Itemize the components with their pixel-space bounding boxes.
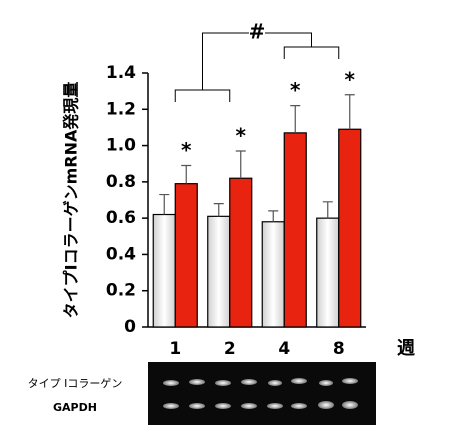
error-bar — [213, 203, 224, 217]
y-tick-label: 1.4 — [106, 63, 136, 83]
bar — [338, 128, 362, 328]
error-bar — [290, 105, 301, 133]
error-bar — [344, 94, 355, 130]
error-bar — [322, 201, 333, 219]
y-tick-label: 0.8 — [106, 172, 136, 192]
significance-mark: * — [181, 138, 192, 162]
y-axis-label: タイプIコラーゲンmRNA発現量 — [62, 82, 81, 319]
gel-label: GAPDH — [53, 401, 97, 414]
bar — [261, 221, 285, 328]
error-bar — [268, 210, 279, 222]
y-tick-label: 1.0 — [106, 136, 136, 156]
bar — [283, 132, 307, 328]
bracket-label: # — [249, 20, 266, 44]
y-tick-label: 1.2 — [106, 99, 136, 119]
x-axis-label: 週 — [397, 338, 415, 359]
error-bar — [181, 164, 192, 184]
significance-mark: * — [345, 67, 356, 91]
bar — [152, 213, 176, 328]
error-bar — [235, 150, 246, 179]
error-bar — [159, 193, 170, 215]
bar — [229, 177, 253, 328]
significance-mark: * — [236, 124, 247, 148]
bracket-label-bg — [249, 23, 265, 43]
y-tick-label: 0 — [124, 317, 136, 337]
y-tick-label: 0.6 — [106, 208, 136, 228]
x-tick-label: 8 — [333, 339, 345, 359]
bar — [174, 183, 198, 328]
bar — [316, 217, 340, 328]
gel-bands — [163, 378, 358, 409]
x-tick-label: 4 — [278, 339, 290, 359]
significance-mark: * — [290, 78, 301, 102]
x-tick-label: 2 — [224, 339, 236, 359]
y-tick-label: 0.2 — [106, 281, 136, 301]
x-tick-label: 1 — [169, 339, 181, 359]
y-tick-label: 0.4 — [106, 244, 136, 264]
gel-label: タイプ Ⅰコラーゲン — [28, 377, 123, 390]
bar — [207, 215, 231, 328]
gel-image — [148, 362, 376, 425]
